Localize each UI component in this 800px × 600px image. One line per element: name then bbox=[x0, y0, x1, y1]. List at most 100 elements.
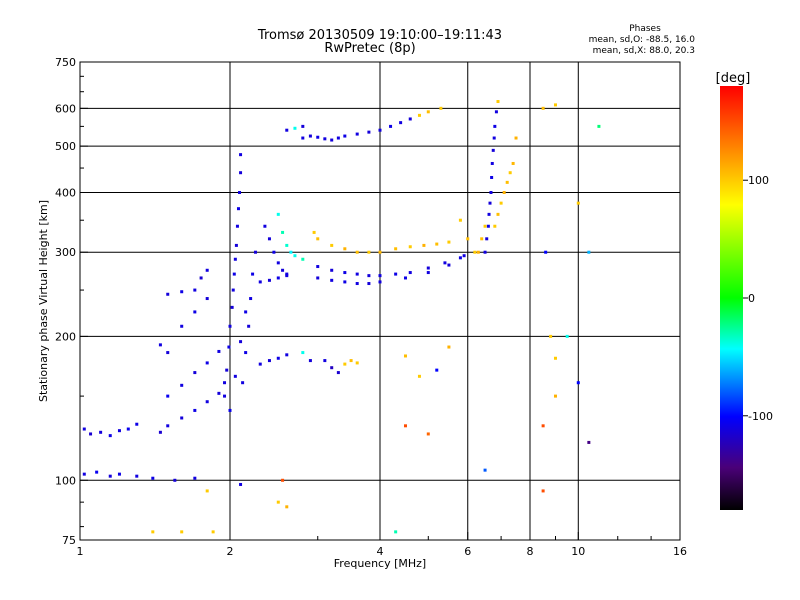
data-point bbox=[205, 268, 209, 272]
data-point bbox=[267, 278, 271, 282]
data-point bbox=[343, 280, 347, 284]
colorbar-tick-label: 100 bbox=[748, 174, 769, 187]
colorbar-label: [deg] bbox=[716, 71, 751, 86]
data-point bbox=[439, 106, 443, 110]
x-tick-label: 1 bbox=[77, 545, 84, 558]
colorbar-gradient bbox=[720, 86, 743, 510]
x-axis-label: Frequency [MHz] bbox=[334, 557, 426, 570]
x-tick-label: 16 bbox=[673, 545, 687, 558]
data-point bbox=[205, 489, 209, 493]
data-point bbox=[285, 243, 289, 247]
data-point bbox=[99, 430, 103, 434]
data-point bbox=[316, 276, 320, 280]
data-point bbox=[394, 530, 398, 534]
x-axis: 1 2 4 6 8 10 16 bbox=[77, 532, 687, 558]
data-point bbox=[281, 230, 285, 234]
data-point bbox=[285, 274, 289, 278]
stats-line-o: mean, sd,O: -88.5, 16.0 bbox=[589, 35, 696, 45]
data-point bbox=[316, 135, 320, 139]
data-point bbox=[166, 351, 170, 355]
data-point bbox=[553, 394, 557, 398]
data-point bbox=[330, 268, 334, 272]
data-point bbox=[276, 212, 280, 216]
data-point bbox=[487, 212, 491, 216]
data-point bbox=[422, 243, 426, 247]
y-tick-label: 200 bbox=[55, 330, 76, 343]
data-point bbox=[193, 288, 197, 292]
data-point bbox=[217, 391, 221, 395]
data-point bbox=[466, 237, 470, 241]
data-point bbox=[485, 237, 489, 241]
data-point bbox=[232, 272, 236, 276]
data-point bbox=[493, 124, 497, 128]
data-point bbox=[426, 271, 430, 275]
data-point bbox=[378, 274, 382, 278]
data-point bbox=[435, 368, 439, 372]
data-point bbox=[458, 256, 462, 260]
data-point bbox=[587, 250, 591, 254]
data-point bbox=[235, 224, 239, 228]
data-point bbox=[343, 362, 347, 366]
data-point bbox=[349, 359, 353, 363]
data-point bbox=[276, 500, 280, 504]
data-point bbox=[355, 282, 359, 286]
data-point bbox=[343, 247, 347, 251]
data-point bbox=[541, 424, 545, 428]
data-point bbox=[117, 429, 121, 433]
data-point bbox=[301, 257, 305, 261]
data-point bbox=[285, 128, 289, 132]
y-tick-label: 100 bbox=[55, 474, 76, 487]
data-point bbox=[417, 374, 421, 378]
data-point bbox=[330, 278, 334, 282]
grid-lines bbox=[80, 62, 680, 540]
data-point bbox=[180, 290, 184, 294]
data-point bbox=[399, 121, 403, 125]
data-point bbox=[239, 171, 243, 175]
data-point bbox=[496, 212, 500, 216]
data-point bbox=[239, 153, 243, 157]
data-point bbox=[180, 416, 184, 420]
data-point bbox=[493, 224, 497, 228]
data-point bbox=[378, 250, 382, 254]
data-point bbox=[228, 408, 232, 412]
data-point bbox=[193, 408, 197, 412]
data-point bbox=[247, 324, 251, 328]
data-point bbox=[199, 276, 203, 280]
data-point bbox=[462, 254, 466, 258]
data-point bbox=[263, 224, 267, 228]
data-point bbox=[394, 247, 398, 251]
data-point bbox=[276, 261, 280, 265]
data-point bbox=[476, 250, 480, 254]
data-point bbox=[166, 292, 170, 296]
data-point bbox=[281, 268, 285, 272]
data-point bbox=[323, 137, 327, 141]
data-point bbox=[492, 136, 496, 140]
data-point bbox=[241, 381, 245, 385]
data-point bbox=[443, 261, 447, 265]
data-point bbox=[239, 340, 243, 344]
x-tick-label: 10 bbox=[571, 545, 585, 558]
data-point bbox=[285, 353, 289, 357]
data-point bbox=[180, 324, 184, 328]
data-point bbox=[231, 288, 235, 292]
data-point bbox=[193, 371, 197, 375]
data-point bbox=[355, 361, 359, 365]
data-point bbox=[330, 243, 334, 247]
data-point bbox=[426, 432, 430, 436]
data-point bbox=[426, 266, 430, 270]
data-point bbox=[258, 280, 262, 284]
data-point bbox=[553, 356, 557, 360]
data-point bbox=[180, 530, 184, 534]
y-tick-label: 600 bbox=[55, 102, 76, 115]
data-point bbox=[225, 368, 229, 372]
data-point bbox=[330, 138, 334, 142]
data-point bbox=[173, 478, 177, 482]
data-point bbox=[276, 276, 280, 280]
data-point bbox=[514, 136, 518, 140]
data-point bbox=[205, 297, 209, 301]
y-tick-label: 500 bbox=[55, 140, 76, 153]
data-point bbox=[316, 265, 320, 269]
data-point bbox=[549, 334, 553, 338]
data-point bbox=[336, 371, 340, 375]
data-point bbox=[217, 349, 221, 353]
